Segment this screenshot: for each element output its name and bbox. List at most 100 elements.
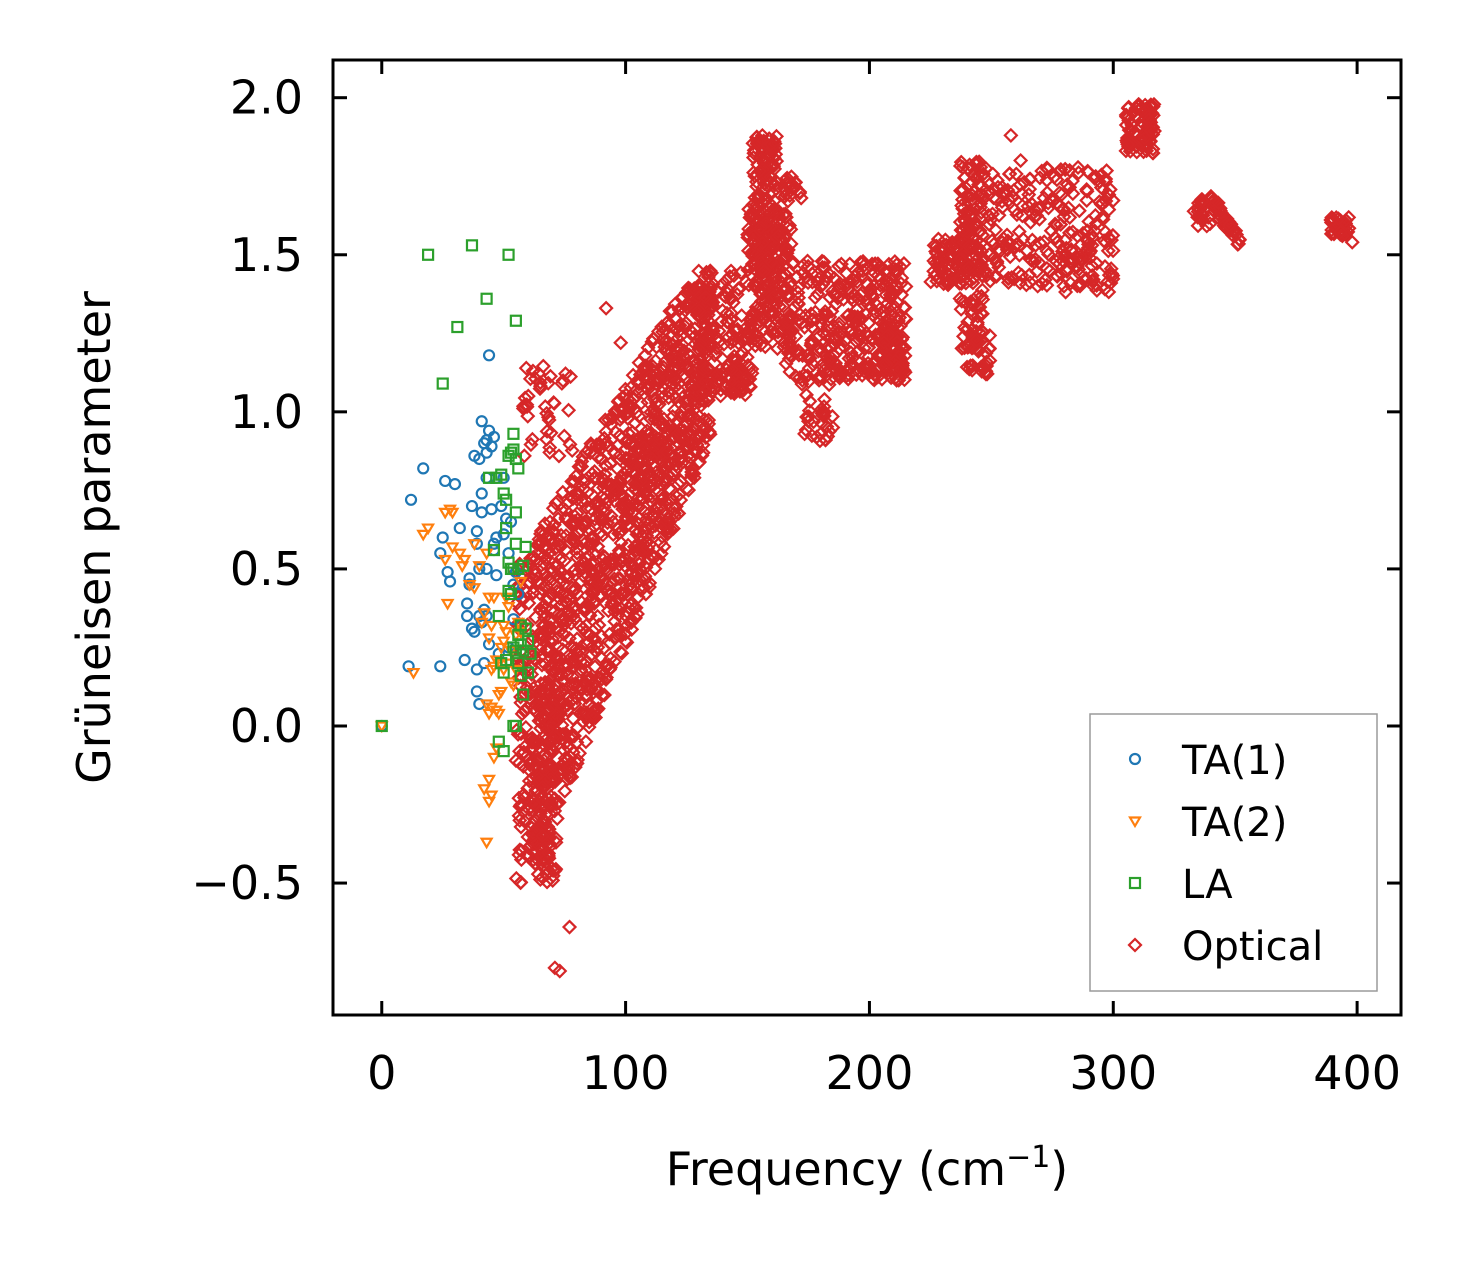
data-point xyxy=(690,426,706,442)
data-point xyxy=(374,721,389,734)
data-point xyxy=(838,332,854,348)
data-point xyxy=(955,182,971,198)
data-point xyxy=(970,167,986,183)
data-point xyxy=(691,454,708,470)
data-point xyxy=(474,617,489,630)
data-point xyxy=(543,635,559,651)
data-point xyxy=(561,402,577,418)
data-point xyxy=(545,736,561,753)
data-point xyxy=(636,439,652,456)
data-point xyxy=(610,570,626,587)
data-point xyxy=(548,831,564,847)
data-point xyxy=(496,636,511,649)
data-point xyxy=(697,289,714,305)
data-point xyxy=(557,655,573,671)
data-point xyxy=(1063,275,1079,291)
data-point xyxy=(1080,164,1096,180)
data-point xyxy=(558,726,574,742)
data-point xyxy=(470,663,483,676)
data-point xyxy=(573,654,589,670)
data-point xyxy=(605,514,621,530)
data-point xyxy=(770,256,786,272)
data-point xyxy=(528,609,544,625)
data-point xyxy=(882,287,898,303)
data-point xyxy=(647,411,663,428)
data-point xyxy=(541,703,557,719)
data-point xyxy=(1053,216,1069,233)
data-point xyxy=(743,321,759,337)
data-point xyxy=(655,446,671,462)
legend-item: Optical xyxy=(1127,924,1323,970)
data-point xyxy=(963,358,979,374)
data-point xyxy=(748,273,765,289)
data-point xyxy=(467,583,482,595)
data-point xyxy=(448,477,462,491)
data-point xyxy=(1120,136,1136,152)
data-point xyxy=(487,537,501,550)
data-point xyxy=(624,438,640,454)
data-point xyxy=(596,640,612,657)
data-point xyxy=(634,529,650,545)
data-point xyxy=(632,562,648,578)
data-point xyxy=(607,604,623,620)
data-point xyxy=(607,478,623,494)
data-point xyxy=(999,242,1015,258)
data-point xyxy=(526,754,542,770)
data-point xyxy=(509,719,522,733)
data-point xyxy=(1091,174,1107,190)
data-point xyxy=(1054,201,1070,218)
data-point xyxy=(708,345,724,361)
data-point xyxy=(470,525,483,538)
data-point xyxy=(607,445,623,461)
data-point xyxy=(1062,209,1078,225)
data-point xyxy=(455,561,470,573)
data-point xyxy=(508,870,524,887)
data-point xyxy=(579,513,595,529)
data-point xyxy=(675,367,691,384)
data-point xyxy=(814,310,830,326)
data-point xyxy=(541,824,557,840)
data-point xyxy=(555,484,571,500)
data-point xyxy=(458,653,471,667)
data-point xyxy=(607,613,623,629)
data-point xyxy=(631,355,647,371)
data-point xyxy=(879,356,895,373)
data-point xyxy=(417,462,430,475)
data-point xyxy=(1088,216,1104,232)
data-point xyxy=(666,454,682,470)
data-point xyxy=(598,424,614,440)
data-point xyxy=(1146,123,1162,139)
data-point xyxy=(434,660,447,673)
data-point xyxy=(703,265,720,281)
data-point xyxy=(747,234,763,250)
data-point xyxy=(956,206,972,222)
data-point xyxy=(666,505,682,521)
data-point xyxy=(860,277,876,293)
series-la xyxy=(375,239,537,758)
data-point xyxy=(756,183,772,199)
data-point xyxy=(527,796,543,813)
data-point xyxy=(694,376,710,392)
data-point xyxy=(795,265,811,281)
data-point xyxy=(1121,122,1137,138)
data-point xyxy=(731,281,747,297)
data-point xyxy=(495,468,508,481)
data-point xyxy=(645,331,662,347)
data-point xyxy=(692,353,708,369)
data-point xyxy=(1007,202,1023,218)
data-point xyxy=(482,349,496,362)
data-point xyxy=(479,837,494,850)
data-point xyxy=(662,303,678,319)
data-point xyxy=(553,597,569,613)
y-tick-label: 1.0 xyxy=(230,385,303,439)
data-point xyxy=(443,575,457,588)
legend: TA(1) TA(2) LA Optical xyxy=(1089,713,1378,992)
data-point xyxy=(534,828,551,844)
data-point xyxy=(538,807,554,823)
data-point xyxy=(889,257,905,273)
data-point xyxy=(620,505,636,521)
legend-label: LA xyxy=(1182,862,1233,908)
data-point xyxy=(817,404,833,420)
data-point xyxy=(542,444,558,460)
